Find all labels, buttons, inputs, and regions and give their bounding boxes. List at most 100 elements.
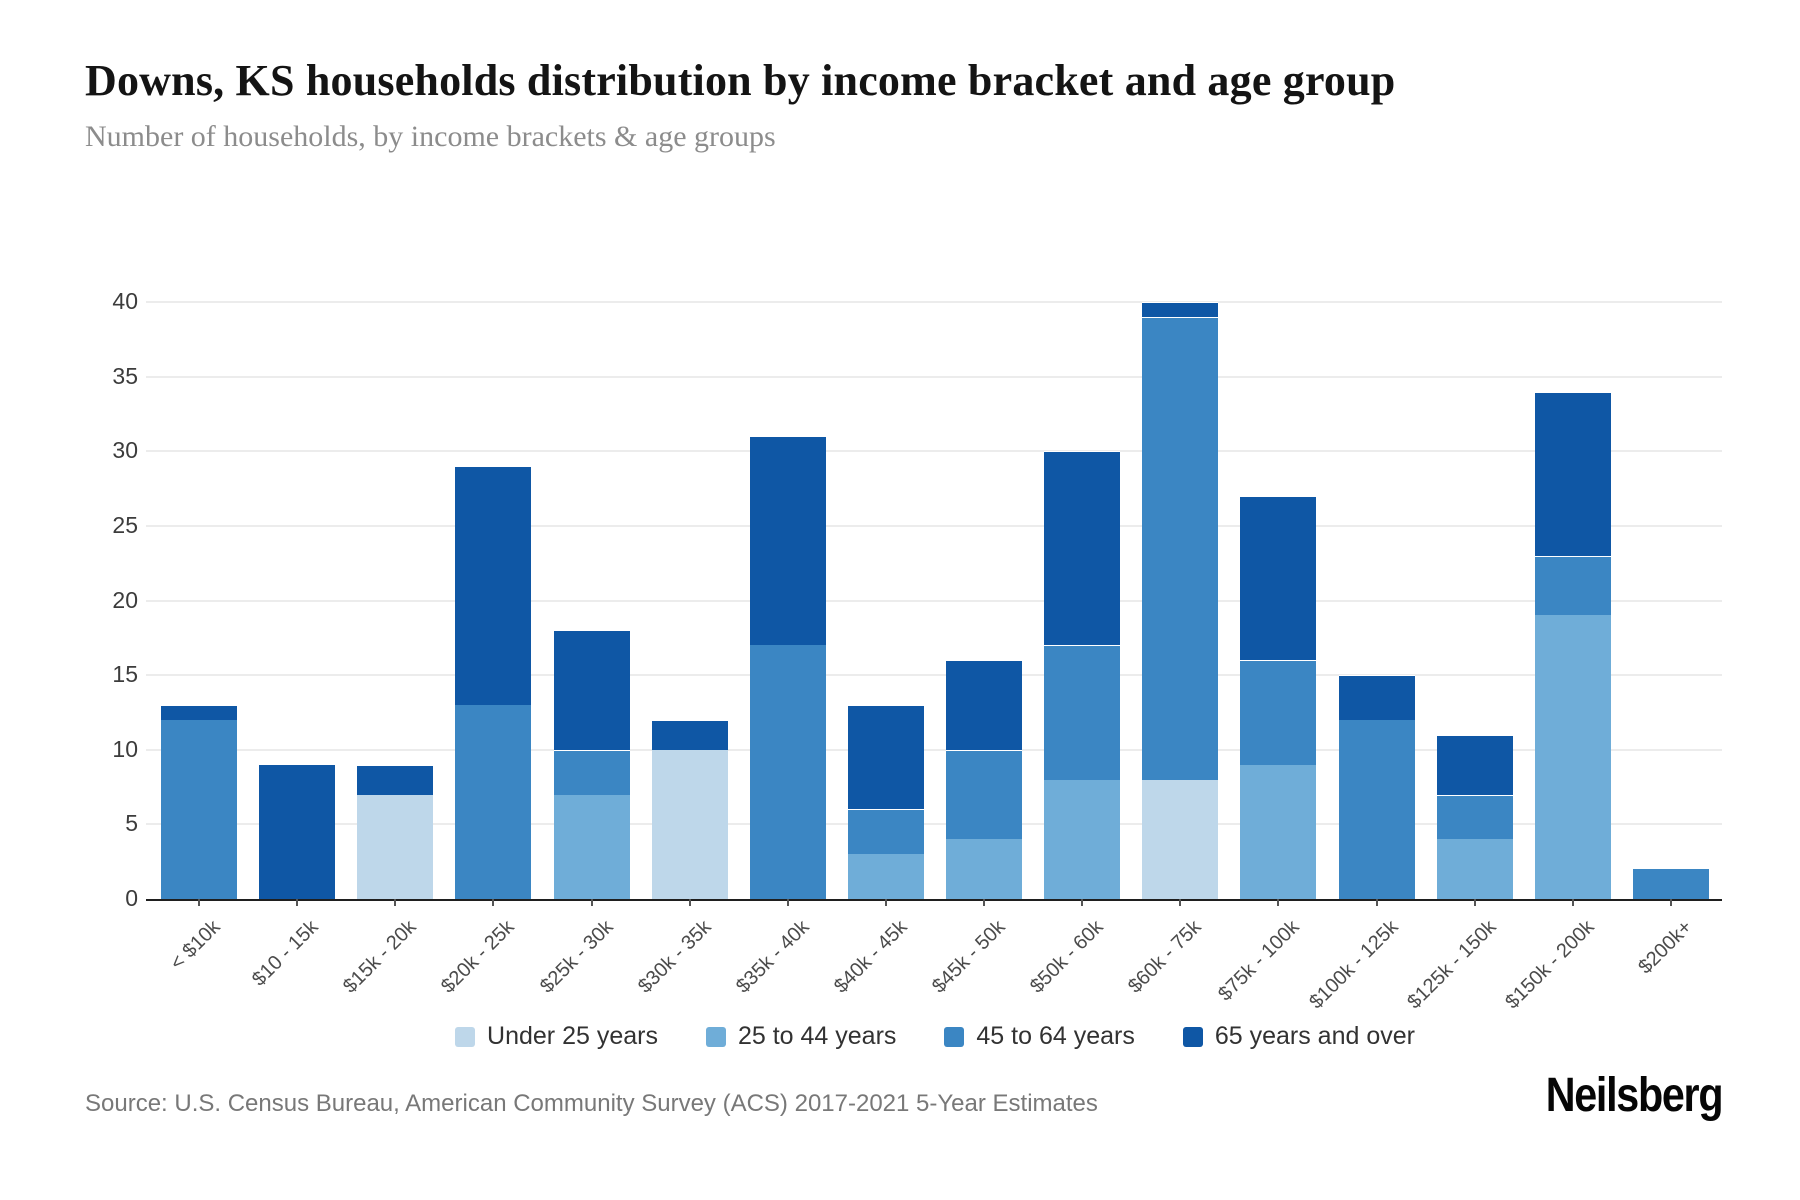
bar-segment[interactable]: [1338, 719, 1415, 899]
x-tick: [1179, 899, 1182, 906]
bar-segment[interactable]: [946, 660, 1023, 750]
y-tick-label: 40: [112, 288, 138, 314]
x-tick: [1473, 899, 1476, 906]
bar-$35k - 40k[interactable]: [749, 436, 826, 899]
bar-$45k - 50k[interactable]: [946, 660, 1023, 899]
bar-segment[interactable]: [455, 466, 532, 705]
bar-$125k - 150k[interactable]: [1436, 734, 1513, 899]
bar-segment[interactable]: [1240, 496, 1317, 661]
legend-item-65 years and over[interactable]: 65 years and over: [1182, 1022, 1415, 1051]
y-tick-label: 15: [112, 661, 138, 688]
legend-item-25 to 44 years[interactable]: 25 to 44 years: [705, 1022, 897, 1051]
x-tick: [1375, 899, 1378, 906]
brand-logo: Neilsberg: [1545, 1069, 1723, 1122]
x-tick: [394, 899, 397, 906]
bar-segment[interactable]: [847, 809, 924, 855]
bar-segment[interactable]: [553, 794, 630, 899]
bar-segment[interactable]: [847, 854, 924, 899]
gridline: [146, 748, 1722, 751]
legend-swatch: [1182, 1026, 1203, 1047]
bar-segment[interactable]: [1632, 869, 1709, 899]
bar-segment[interactable]: [1240, 764, 1317, 899]
bar-segment[interactable]: [553, 749, 630, 795]
bar-segment[interactable]: [357, 764, 434, 795]
chart-title: Downs, KS households distribution by inc…: [85, 56, 1396, 105]
x-tick: [198, 899, 201, 906]
bar-$150k - 200k[interactable]: [1534, 391, 1611, 899]
bar-$100k - 125k[interactable]: [1338, 675, 1415, 899]
legend-swatch: [455, 1026, 476, 1047]
bar-segment[interactable]: [1142, 302, 1219, 317]
x-tick: [590, 899, 593, 906]
gridline: [146, 450, 1722, 453]
x-tick: [786, 899, 789, 906]
bar-segment[interactable]: [1534, 555, 1611, 616]
bar-segment[interactable]: [847, 705, 924, 810]
bar-segment[interactable]: [651, 719, 728, 750]
bar-segment[interactable]: [259, 764, 336, 899]
bar-segment[interactable]: [1240, 660, 1317, 765]
plot-area: [146, 301, 1722, 901]
legend-item-45 to 64 years[interactable]: 45 to 64 years: [944, 1022, 1135, 1051]
legend-swatch: [944, 1026, 965, 1047]
bar-segment[interactable]: [749, 645, 826, 899]
x-tick: [688, 899, 691, 906]
legend-label: 65 years and over: [1214, 1022, 1415, 1050]
bar-segment[interactable]: [946, 839, 1023, 899]
bar-$25k - 30k[interactable]: [553, 630, 630, 899]
y-tick-label: 25: [112, 511, 138, 538]
bar-segment[interactable]: [161, 719, 238, 899]
gridline: [146, 301, 1722, 303]
gridline: [146, 375, 1722, 378]
gridline: [146, 599, 1722, 602]
bar-segment[interactable]: [1436, 839, 1513, 899]
bar-$50k - 60k[interactable]: [1044, 451, 1121, 899]
bar-segment[interactable]: [749, 436, 826, 646]
bar-segment[interactable]: [455, 704, 532, 899]
gridline: [146, 674, 1722, 677]
y-tick-label: 30: [112, 437, 138, 464]
bar-$30k - 35k[interactable]: [651, 719, 728, 899]
x-axis-line: [146, 899, 1722, 901]
legend-item-Under 25 years[interactable]: Under 25 years: [455, 1022, 658, 1051]
bar-segment[interactable]: [1044, 645, 1121, 780]
bar-segment[interactable]: [1436, 794, 1513, 840]
bar-segment[interactable]: [1534, 391, 1611, 556]
bar-$200k+[interactable]: [1632, 869, 1709, 899]
legend-label: 45 to 64 years: [976, 1022, 1135, 1050]
x-tick: [1277, 899, 1280, 906]
bar-$75k - 100k[interactable]: [1240, 496, 1317, 899]
legend: Under 25 years 25 to 44 years 45 to 64 yea…: [150, 1022, 1720, 1051]
legend-label: 25 to 44 years: [737, 1022, 897, 1050]
bar-segment[interactable]: [161, 704, 238, 720]
bar-segment[interactable]: [1338, 675, 1415, 720]
bar-$20k - 25k[interactable]: [455, 466, 532, 899]
bar-segment[interactable]: [553, 630, 630, 750]
bar-segment[interactable]: [651, 749, 728, 899]
x-tick: [983, 899, 986, 906]
bar-segment[interactable]: [357, 794, 434, 899]
bar-segment[interactable]: [1534, 615, 1611, 899]
bar-segment[interactable]: [1436, 734, 1513, 795]
legend-swatch: [705, 1026, 726, 1047]
x-tick: [1571, 899, 1574, 906]
bar-< $10k[interactable]: [161, 704, 238, 899]
gridline: [146, 524, 1722, 527]
bar-$15k - 20k[interactable]: [357, 764, 434, 899]
bar-segment[interactable]: [1044, 451, 1121, 646]
bar-$60k - 75k[interactable]: [1142, 302, 1219, 899]
bar-segment[interactable]: [1142, 779, 1219, 899]
source-note: Source: U.S. Census Bureau, American Com…: [85, 1090, 1098, 1117]
x-tick: [1669, 899, 1672, 906]
x-tick: [1081, 899, 1084, 906]
bar-segment[interactable]: [946, 749, 1023, 840]
bar-$40k - 45k[interactable]: [847, 705, 924, 899]
x-tick: [492, 899, 495, 906]
bar-segment[interactable]: [1142, 316, 1219, 780]
y-tick-label: 35: [112, 362, 138, 389]
bar-segment[interactable]: [1044, 779, 1121, 899]
y-tick-label: 20: [112, 586, 138, 613]
y-tick-label: 5: [125, 810, 138, 837]
bar-$10 - 15k[interactable]: [259, 764, 336, 899]
